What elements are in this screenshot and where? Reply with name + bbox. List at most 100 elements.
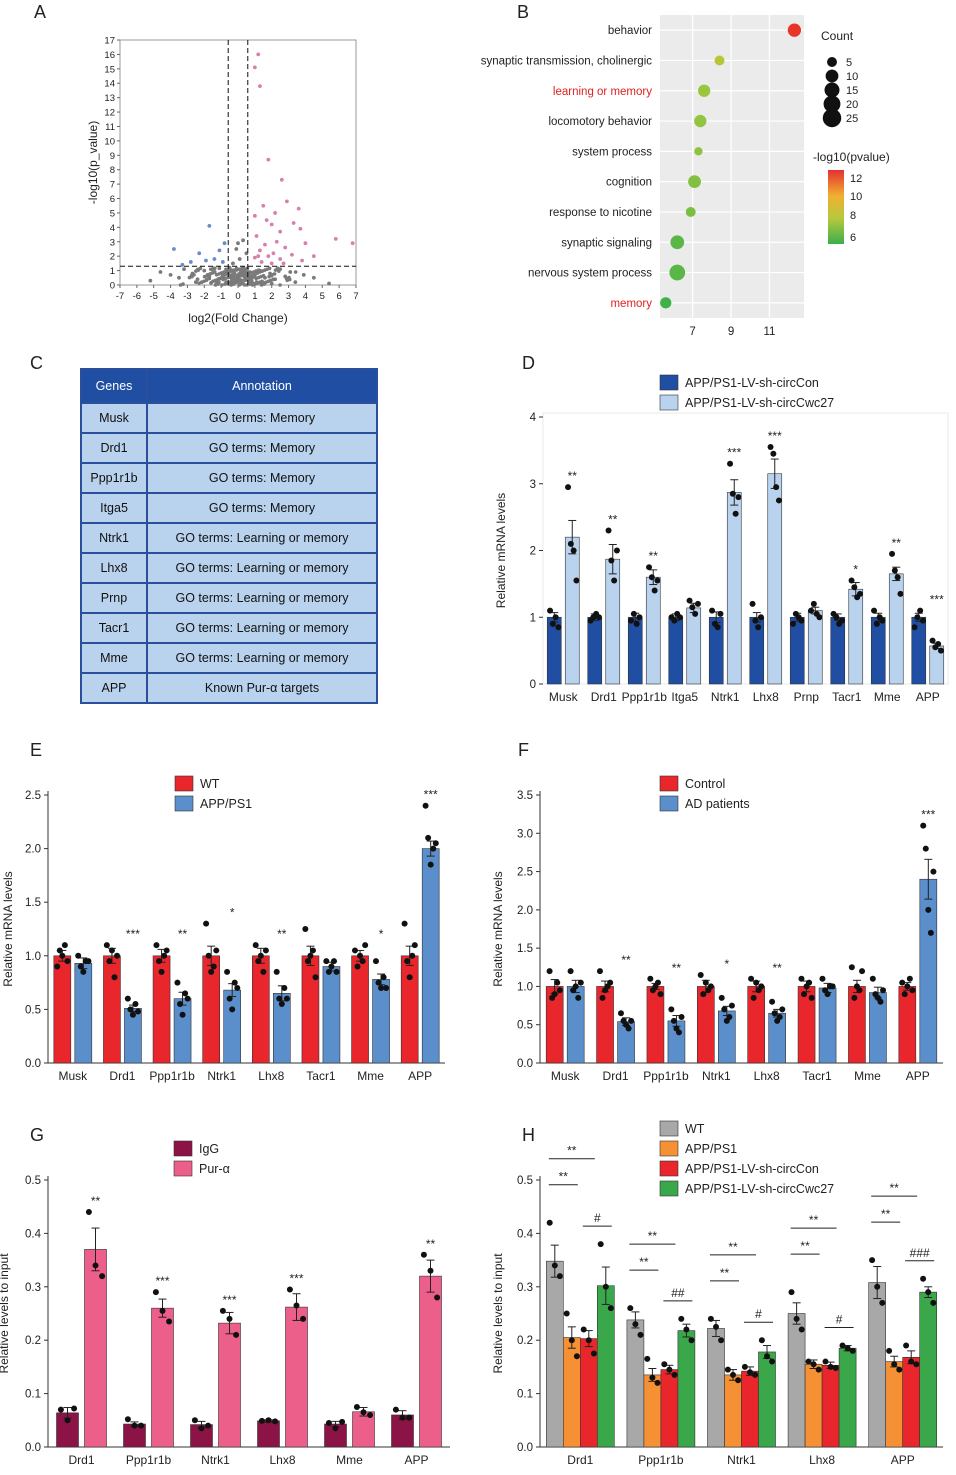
data-point [676, 614, 683, 621]
gene-cell: Lhx8 [80, 552, 148, 584]
data-point [64, 1417, 71, 1424]
data-point [131, 1422, 138, 1429]
data-point [276, 995, 283, 1002]
x-tick-label: Ntrk1 [727, 1453, 756, 1467]
data-point [922, 845, 929, 852]
volcano-point-up [298, 226, 303, 231]
bar [741, 1370, 759, 1448]
data-point [678, 1014, 685, 1021]
legend-label: IgG [199, 1142, 219, 1156]
data-point [257, 952, 264, 959]
data-point [755, 624, 762, 631]
category-label: response to nicotine [549, 207, 652, 219]
data-point [577, 979, 584, 986]
volcano-point-up [269, 222, 274, 227]
x-tick-label: 2 [269, 291, 274, 302]
category-label: locomotory behavior [548, 116, 652, 128]
volcano-point-ns [249, 278, 254, 283]
volcano-point-ns [205, 273, 209, 278]
x-tick-label: Tacr1 [802, 1069, 832, 1083]
x-tick-label: Drd1 [109, 1069, 135, 1083]
x-tick-label: Tacr1 [306, 1069, 336, 1083]
significance-label: *** [126, 927, 140, 941]
y-tick-label: 1 [530, 612, 536, 624]
x-tick-label: Lhx8 [809, 1453, 835, 1467]
data-point [179, 1011, 186, 1018]
data-point [651, 587, 658, 594]
volcano-point-ns [247, 282, 252, 286]
data-point [666, 1366, 673, 1373]
data-point [816, 614, 823, 621]
bar [103, 955, 121, 1064]
table-row: Lhx8 GO terms: Learning or memory [80, 552, 378, 584]
volcano-point-up [278, 229, 283, 234]
data-point [747, 1369, 753, 1376]
table-row: Ppp1r1b GO terms: Memory [80, 462, 378, 494]
bubble-point [669, 264, 686, 281]
data-point [748, 975, 755, 982]
data-point [709, 607, 716, 614]
volcano-point-ns [238, 270, 243, 274]
data-point [380, 974, 387, 981]
data-point [272, 1418, 279, 1425]
data-point [572, 983, 579, 990]
data-point [111, 974, 118, 981]
data-point [262, 947, 269, 954]
data-point [409, 952, 416, 959]
x-tick-label: Itga5 [671, 690, 698, 704]
data-point [191, 1417, 198, 1424]
data-point [683, 1326, 690, 1333]
data-point [555, 624, 562, 631]
significance-label: *** [222, 1293, 236, 1307]
significance-label: ** [178, 927, 188, 941]
data-point [636, 614, 643, 621]
plot-frame [542, 412, 949, 685]
volcano-point-up [279, 177, 284, 182]
data-point [57, 1406, 64, 1413]
comparison-label: ** [648, 1229, 658, 1243]
bar-chart-h: 0.0 0.1 0.2 0.3 0.4 0.5 Relative levels to inp… [491, 1120, 943, 1467]
legend-swatch [659, 1160, 679, 1177]
y-tick-label: 14 [104, 79, 115, 90]
data-point [808, 607, 815, 614]
bar [564, 536, 580, 685]
data-point [383, 984, 390, 991]
bar [645, 576, 661, 685]
data-point [219, 1307, 226, 1314]
bar [888, 573, 904, 685]
data-point [752, 617, 759, 624]
volcano-point-ns [158, 270, 163, 274]
x-tick-label: Drd1 [567, 1453, 593, 1467]
volcano-point-down [220, 260, 225, 264]
data-point [85, 958, 92, 965]
volcano-point-ns [213, 270, 217, 274]
data-point [749, 600, 756, 607]
x-tick-label: Lhx8 [753, 690, 779, 704]
volcano-point-up [281, 261, 286, 266]
volcano-point-ns [234, 247, 239, 251]
legend-color-tick: 6 [850, 232, 856, 244]
x-tick-label: Lhx8 [754, 1069, 780, 1083]
volcano-point-ns [243, 278, 248, 283]
legend-swatch [659, 1120, 679, 1137]
data-point [156, 958, 163, 965]
data-point [752, 1371, 759, 1378]
data-point [302, 926, 309, 932]
data-point [810, 600, 817, 607]
data-point [735, 494, 742, 501]
data-point [889, 550, 896, 557]
significance-label: *** [727, 446, 741, 460]
x-tick-label: Mme [874, 690, 901, 704]
table-header-annotation: Annotation [146, 368, 378, 404]
data-point [750, 994, 757, 1001]
x-tick-label: Lhx8 [269, 1453, 295, 1467]
data-point [233, 1331, 240, 1338]
y-tick-label: 0.4 [517, 1228, 534, 1240]
data-point [546, 1219, 553, 1226]
x-tick-label: 6 [336, 291, 341, 302]
data-point [124, 1416, 131, 1423]
data-point [333, 968, 340, 975]
legend-label: AD patients [685, 797, 750, 811]
x-tick-label: -1 [217, 291, 225, 302]
significance-label: ** [426, 1237, 436, 1251]
